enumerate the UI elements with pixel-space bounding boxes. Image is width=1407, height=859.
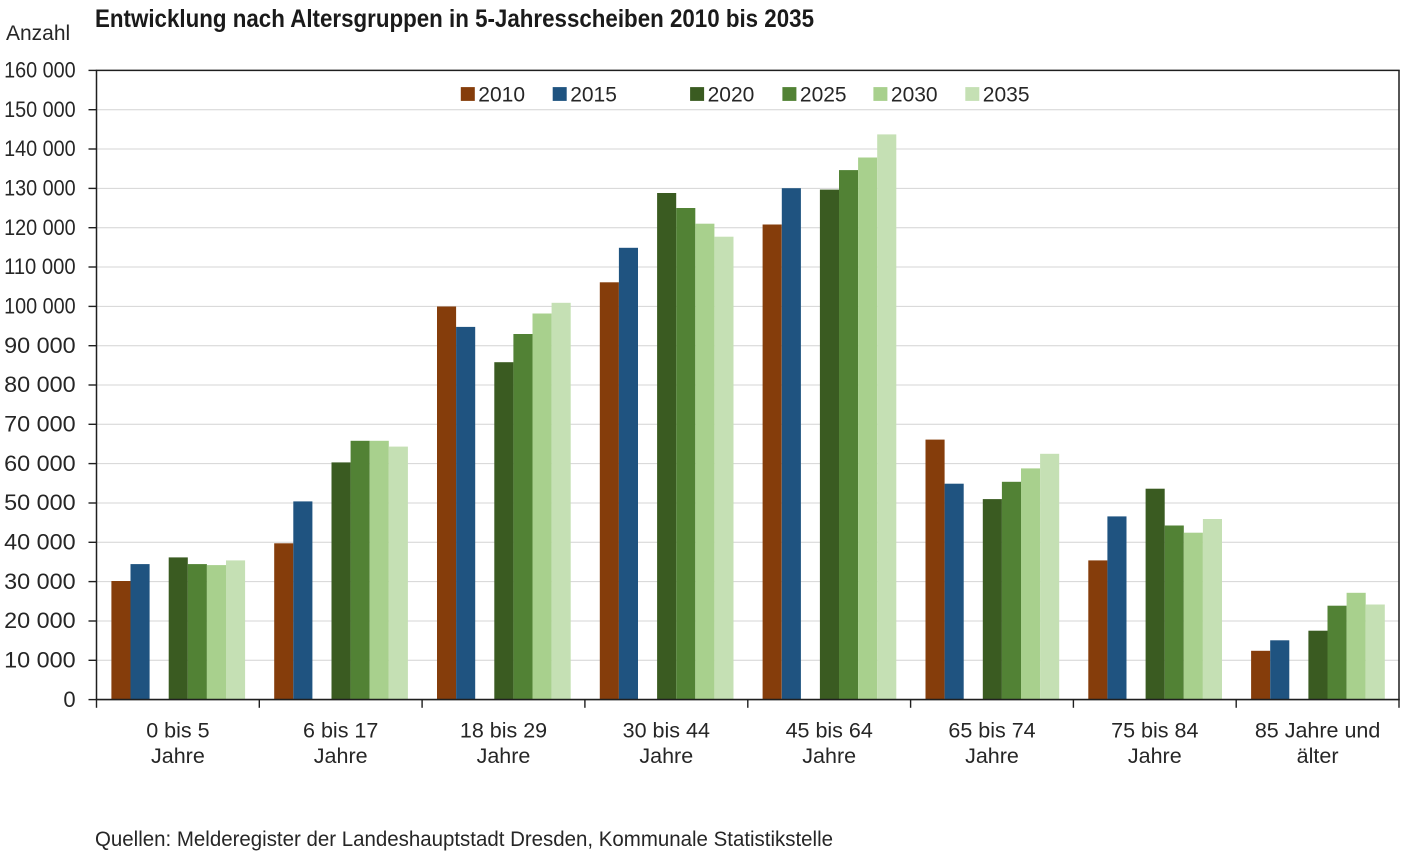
svg-text:Quellen: Melderegister der Lan: Quellen: Melderegister der Landeshauptst… bbox=[95, 828, 833, 851]
svg-text:Jahre: Jahre bbox=[639, 744, 693, 768]
svg-text:Jahre: Jahre bbox=[314, 744, 368, 768]
svg-text:6 bis 17: 6 bis 17 bbox=[303, 719, 378, 743]
svg-text:2030: 2030 bbox=[891, 84, 938, 107]
svg-text:2020: 2020 bbox=[708, 84, 755, 107]
svg-text:45 bis 64: 45 bis 64 bbox=[786, 719, 873, 743]
svg-text:Jahre: Jahre bbox=[1128, 744, 1182, 768]
svg-text:100 000: 100 000 bbox=[4, 294, 76, 319]
svg-text:150 000: 150 000 bbox=[4, 97, 76, 122]
svg-text:30 bis 44: 30 bis 44 bbox=[623, 719, 710, 743]
svg-text:0: 0 bbox=[63, 687, 75, 712]
svg-text:Jahre: Jahre bbox=[965, 744, 1019, 768]
svg-text:65 bis 74: 65 bis 74 bbox=[948, 719, 1035, 743]
svg-text:2025: 2025 bbox=[800, 84, 847, 107]
svg-text:120 000: 120 000 bbox=[4, 215, 76, 240]
svg-text:10 000: 10 000 bbox=[4, 648, 76, 673]
svg-text:110 000: 110 000 bbox=[4, 254, 76, 279]
svg-text:160 000: 160 000 bbox=[4, 58, 76, 83]
svg-text:90 000: 90 000 bbox=[4, 333, 76, 358]
svg-text:60 000: 60 000 bbox=[4, 451, 76, 476]
svg-text:80 000: 80 000 bbox=[4, 372, 76, 397]
svg-text:75 bis 84: 75 bis 84 bbox=[1111, 719, 1198, 743]
svg-text:2035: 2035 bbox=[983, 84, 1030, 107]
svg-text:Jahre: Jahre bbox=[151, 744, 205, 768]
svg-text:2010: 2010 bbox=[478, 84, 525, 107]
svg-text:älter: älter bbox=[1297, 744, 1339, 768]
svg-text:140 000: 140 000 bbox=[4, 136, 76, 161]
svg-text:0 bis 5: 0 bis 5 bbox=[146, 719, 209, 743]
svg-text:Jahre: Jahre bbox=[802, 744, 856, 768]
svg-text:50 000: 50 000 bbox=[4, 490, 76, 515]
svg-text:130 000: 130 000 bbox=[4, 176, 76, 201]
svg-text:70 000: 70 000 bbox=[4, 412, 76, 437]
svg-text:40 000: 40 000 bbox=[4, 530, 76, 555]
svg-text:2015: 2015 bbox=[570, 84, 617, 107]
svg-text:18 bis 29: 18 bis 29 bbox=[460, 719, 547, 743]
svg-text:Entwicklung nach Altersgruppen: Entwicklung nach Altersgruppen in 5-Jahr… bbox=[95, 5, 814, 33]
svg-text:85 Jahre und: 85 Jahre und bbox=[1255, 719, 1381, 743]
svg-text:30 000: 30 000 bbox=[4, 569, 76, 594]
svg-text:20 000: 20 000 bbox=[4, 608, 76, 633]
svg-text:Anzahl: Anzahl bbox=[6, 22, 70, 45]
svg-text:Jahre: Jahre bbox=[477, 744, 531, 768]
